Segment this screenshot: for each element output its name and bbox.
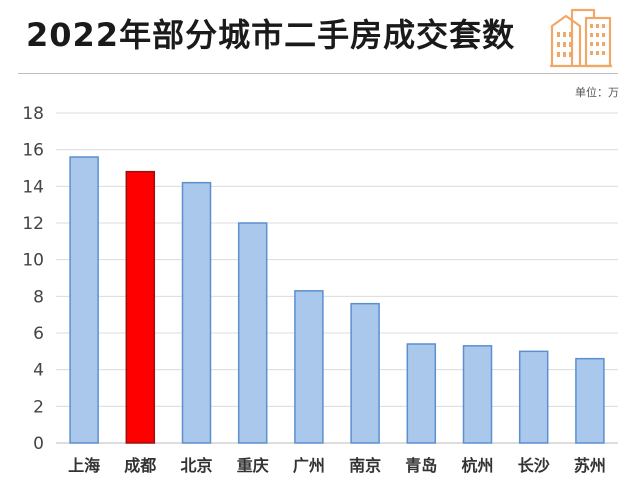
y-tick-label: 14 xyxy=(22,177,44,197)
x-tick-label: 南京 xyxy=(349,456,381,475)
x-tick-label: 苏州 xyxy=(574,456,606,475)
y-tick-label: 6 xyxy=(33,324,44,344)
y-tick-label: 4 xyxy=(33,361,44,381)
y-tick-label: 8 xyxy=(33,287,44,307)
y-tick-label: 12 xyxy=(22,214,44,234)
x-tick-label: 广州 xyxy=(293,456,325,475)
y-tick-label: 16 xyxy=(22,141,44,161)
title-divider xyxy=(18,73,618,74)
x-tick-label: 青岛 xyxy=(405,456,437,475)
bar-6 xyxy=(406,343,437,444)
y-tick-label: 0 xyxy=(33,434,44,454)
bar-7 xyxy=(462,345,493,444)
y-tick-labels: 0 2 4 6 8 10 12 14 16 18 xyxy=(22,104,44,454)
bars xyxy=(69,156,605,444)
bar-4 xyxy=(294,290,324,444)
bar-5 xyxy=(350,302,380,444)
bar-8 xyxy=(518,350,549,444)
y-tick-label: 18 xyxy=(22,104,44,124)
bar-2 xyxy=(181,181,212,444)
bar-9 xyxy=(575,357,605,444)
x-tick-label: 长沙 xyxy=(518,456,550,475)
chart-title: 2022年部分城市二手房成交套数 xyxy=(26,16,516,54)
x-tick-label: 北京 xyxy=(180,456,212,475)
unit-label: 单位：万 xyxy=(575,86,619,99)
bar-0 xyxy=(69,156,99,444)
y-tick-label: 2 xyxy=(33,397,44,417)
bar-3 xyxy=(237,222,268,444)
x-tick-label: 杭州 xyxy=(461,456,493,475)
x-tick-label: 重庆 xyxy=(237,456,269,475)
bar-1 xyxy=(125,170,156,444)
building-icon xyxy=(550,8,612,68)
y-tick-label: 10 xyxy=(22,251,44,271)
x-tick-label: 上海 xyxy=(68,456,100,475)
x-tick-label: 成都 xyxy=(124,456,156,475)
x-tick-labels: 上海 成都 北京 重庆 广州 南京 青岛 杭州 长沙 苏州 xyxy=(68,456,606,475)
